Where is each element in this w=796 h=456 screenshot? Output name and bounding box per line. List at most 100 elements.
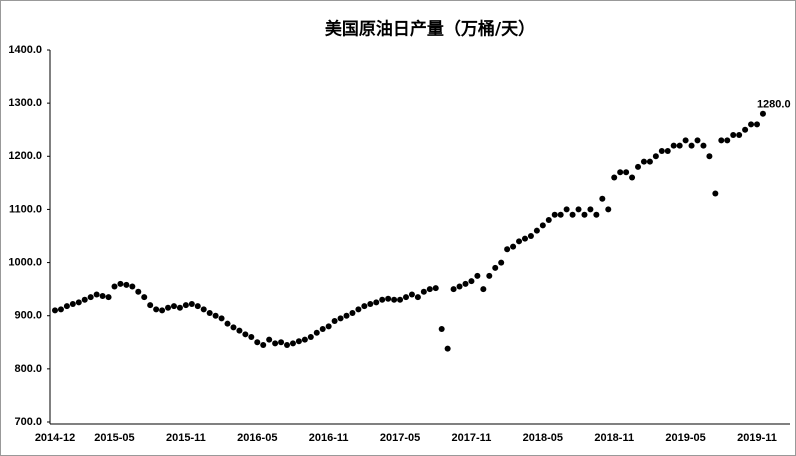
point (111, 283, 118, 290)
point (593, 211, 600, 218)
point (640, 158, 647, 165)
x-tick-label: 2014-12 (35, 432, 75, 444)
point (456, 283, 463, 290)
point (373, 299, 380, 306)
y-tick-label: 900.0 (14, 310, 42, 322)
point (510, 243, 517, 250)
point (611, 174, 618, 181)
y-tick-label: 1200.0 (8, 150, 42, 162)
x-tick-label: 2015-11 (166, 432, 206, 444)
point (170, 303, 177, 310)
point (646, 158, 653, 165)
point (236, 327, 243, 334)
point (563, 206, 570, 213)
point (664, 147, 671, 154)
point (325, 323, 332, 330)
point (206, 310, 213, 317)
point (260, 341, 267, 348)
point (135, 288, 142, 295)
point (581, 211, 588, 218)
point (188, 301, 195, 308)
point (444, 345, 451, 352)
x-tick-label: 2016-11 (309, 432, 349, 444)
point (397, 296, 404, 303)
point (557, 211, 564, 218)
point (551, 211, 558, 218)
point (242, 331, 249, 338)
point (486, 272, 493, 279)
point (182, 302, 189, 309)
y-tick-label: 1300.0 (8, 97, 42, 109)
x-tick-label: 2018-11 (594, 432, 634, 444)
point (123, 281, 130, 288)
point (272, 340, 279, 347)
point (545, 217, 552, 224)
point (516, 238, 523, 245)
annotation: 1280.0 (757, 99, 791, 111)
point (730, 132, 737, 139)
point (355, 306, 362, 313)
point (670, 142, 677, 149)
y-tick-label: 700.0 (14, 416, 42, 428)
point (694, 137, 701, 144)
y-tick-label: 1000.0 (8, 256, 42, 268)
point (474, 272, 481, 279)
point (165, 304, 172, 311)
point (539, 222, 546, 229)
point (248, 333, 255, 340)
point (652, 153, 659, 160)
point (438, 326, 445, 332)
x-tick-label: 2019-11 (737, 432, 777, 444)
point (337, 315, 344, 322)
point (278, 339, 285, 346)
point (212, 312, 219, 319)
point (450, 286, 457, 293)
point (623, 169, 630, 176)
point (718, 137, 725, 144)
x-tick-label: 2017-05 (380, 432, 420, 444)
point (605, 206, 612, 213)
point (712, 190, 719, 197)
point (141, 294, 148, 301)
point (224, 320, 231, 327)
point (533, 227, 540, 234)
point (81, 296, 88, 303)
point (218, 315, 225, 322)
point (706, 153, 713, 160)
point (700, 142, 707, 149)
point (385, 295, 392, 302)
point (480, 286, 487, 293)
point (129, 283, 136, 290)
point (724, 137, 731, 144)
point (295, 338, 302, 345)
point (313, 329, 320, 336)
point (676, 142, 683, 149)
x-tick-label: 2018-05 (523, 432, 563, 444)
point (575, 206, 582, 213)
chart-title: 美国原油日产量（万桶/天） (325, 19, 535, 40)
point (408, 291, 415, 298)
point (159, 307, 166, 314)
point (319, 326, 326, 332)
point (391, 296, 398, 303)
point (284, 341, 291, 348)
point (414, 294, 421, 301)
y-tick-label: 1400.0 (8, 44, 42, 56)
point (117, 280, 124, 287)
point (492, 264, 499, 271)
point (307, 333, 314, 340)
point (343, 312, 350, 319)
point (230, 324, 237, 331)
point (379, 296, 386, 303)
point (742, 126, 749, 133)
x-tick-label: 2016-05 (237, 432, 277, 444)
point (432, 285, 439, 292)
x-tick-label: 2017-11 (452, 432, 492, 444)
point (331, 318, 338, 325)
point (420, 288, 427, 295)
point (194, 303, 201, 310)
x-tick-label: 2019-05 (665, 432, 705, 444)
point (688, 142, 695, 149)
